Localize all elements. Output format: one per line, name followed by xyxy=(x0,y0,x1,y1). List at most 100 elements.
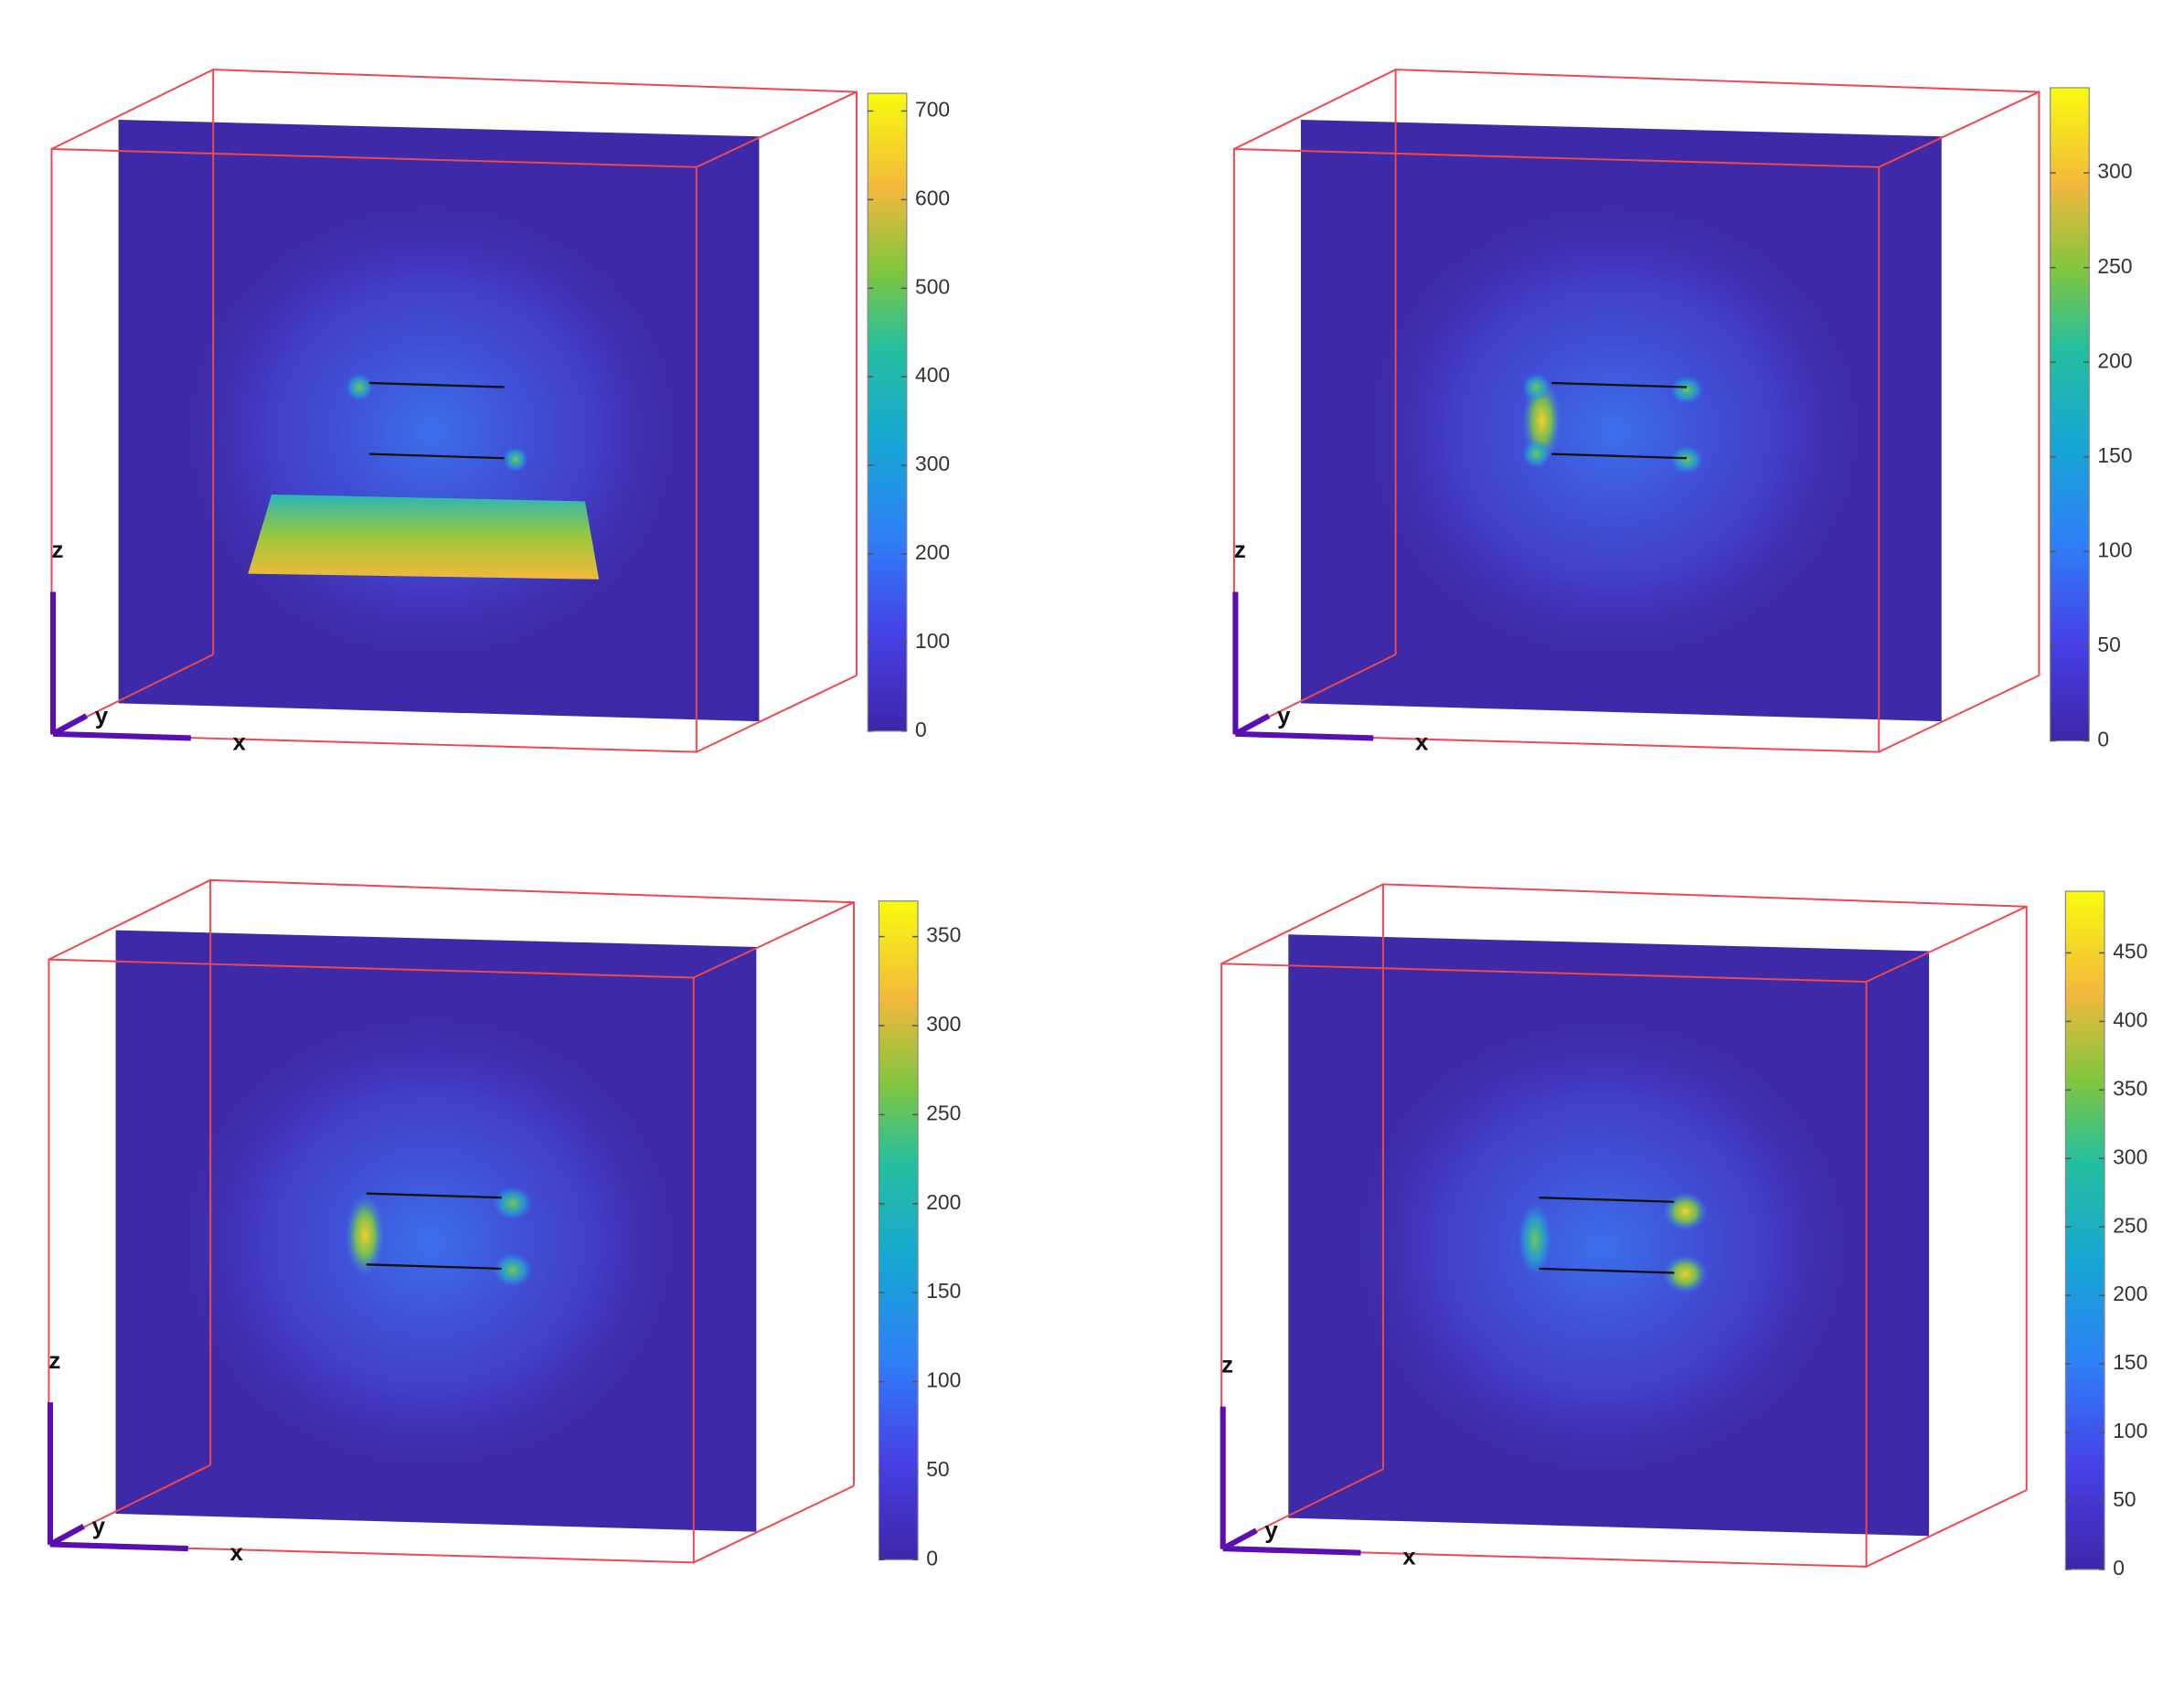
x-label: x xyxy=(229,1540,243,1566)
z-label: z xyxy=(1221,1352,1233,1378)
box-edge xyxy=(51,69,214,150)
axis-y xyxy=(48,1524,85,1548)
colorbar-tick-label: 0 xyxy=(915,718,927,741)
colorbar-tick-label: 600 xyxy=(915,186,950,209)
panel: z y x 0 50 100 150 200 250 300 350 xyxy=(47,878,961,1570)
box-edge xyxy=(696,674,858,753)
colorbar xyxy=(2050,87,2090,742)
y-label: y xyxy=(1277,703,1291,729)
field-hotspot xyxy=(503,447,528,473)
axis-x xyxy=(1222,1546,1361,1556)
box-back xyxy=(1394,69,2040,676)
field-glow xyxy=(1349,187,1880,676)
colorbar-tick-label: 200 xyxy=(926,1190,961,1214)
box-edge xyxy=(1220,883,1384,965)
field-glow xyxy=(164,998,694,1486)
axis-x xyxy=(1235,730,1374,741)
box-back xyxy=(209,878,855,1486)
field-hotspot xyxy=(493,1186,533,1220)
y-label: y xyxy=(92,1514,106,1539)
crack xyxy=(1539,1267,1675,1274)
crack xyxy=(366,1263,502,1271)
field-hotspot xyxy=(345,373,374,401)
z-label: z xyxy=(48,1348,60,1374)
box-edge xyxy=(693,901,855,979)
colorbar-tick-label: 0 xyxy=(926,1546,938,1570)
colorbar-tick-label: 150 xyxy=(926,1279,961,1303)
box-edge xyxy=(1878,90,2040,168)
colorbar-tick-label: 300 xyxy=(926,1012,961,1036)
panel: z y x 0 100 200 300 400 500 600 700 xyxy=(49,69,950,755)
field-glow xyxy=(1337,1002,1867,1491)
panel: z y x 0 50 100 150 200 250 300 xyxy=(1232,69,2133,755)
colorbar-tick-label: 150 xyxy=(2097,443,2132,467)
colorbar xyxy=(2064,890,2105,1570)
axis-x xyxy=(52,730,191,741)
colorbar-tick-label: 50 xyxy=(926,1457,949,1481)
crack xyxy=(366,1192,502,1199)
colorbar-tick-label: 350 xyxy=(926,923,961,947)
crack xyxy=(368,381,505,388)
colorbar-tick-label: 700 xyxy=(915,97,950,121)
field-hotspot xyxy=(1663,1192,1708,1231)
y-label: y xyxy=(1264,1518,1278,1544)
box-edge xyxy=(696,90,858,168)
colorbar-tick-label: 400 xyxy=(2113,1007,2147,1031)
colorbar-tick-label: 150 xyxy=(2113,1350,2147,1374)
x-label: x xyxy=(1415,729,1429,755)
crack xyxy=(368,452,505,460)
colorbar-tick-label: 500 xyxy=(915,274,950,298)
box-back xyxy=(1381,883,2028,1491)
crack xyxy=(1551,452,1688,460)
colorbar-tick-label: 0 xyxy=(2097,728,2109,751)
colorbar-tick-label: 300 xyxy=(2113,1144,2147,1168)
colorbar-tick-label: 50 xyxy=(2097,633,2120,656)
colorbar-tick-label: 100 xyxy=(926,1368,961,1392)
colorbar-tick-label: 100 xyxy=(915,629,950,653)
colorbar-tick-label: 0 xyxy=(2113,1556,2125,1580)
colorbar-tick-label: 50 xyxy=(2113,1487,2136,1511)
field-hotspot xyxy=(493,1253,533,1287)
colorbar xyxy=(878,900,919,1560)
colorbar-tick-label: 350 xyxy=(2113,1076,2147,1100)
axis-y xyxy=(1221,1527,1258,1551)
field-hotspot xyxy=(345,1193,385,1278)
colorbar-tick-label: 200 xyxy=(915,540,950,564)
field-hotspot xyxy=(1522,373,1550,401)
colorbar-tick-label: 250 xyxy=(2097,254,2132,278)
box-edge xyxy=(1866,1489,2028,1568)
x-label: x xyxy=(233,729,247,755)
box-edge xyxy=(693,1484,855,1564)
box-edge xyxy=(1233,69,1397,150)
colorbar-tick-label: 300 xyxy=(2097,159,2132,183)
field-hotspot xyxy=(1522,440,1550,468)
field-hotspot xyxy=(1669,376,1704,404)
crack xyxy=(1551,381,1688,388)
field-hotspot xyxy=(1518,1203,1552,1276)
axis-x xyxy=(49,1541,188,1552)
colorbar-tick-label: 200 xyxy=(2113,1282,2147,1305)
field-hotspot xyxy=(1663,1254,1708,1294)
box-edge xyxy=(1878,674,2040,753)
x-label: x xyxy=(1402,1545,1416,1570)
field-band xyxy=(248,494,600,580)
axis-y xyxy=(51,713,89,737)
box-back xyxy=(212,69,858,676)
field-hotspot xyxy=(1669,445,1704,474)
colorbar-tick-label: 250 xyxy=(2113,1213,2147,1237)
z-label: z xyxy=(1234,537,1246,563)
colorbar-tick-label: 250 xyxy=(926,1101,961,1124)
z-label: z xyxy=(51,537,63,563)
colorbar-tick-label: 100 xyxy=(2113,1419,2147,1442)
panel: z y x 0 50 100 150 200 250 300 350 400 450 xyxy=(1220,883,2147,1580)
field-glow xyxy=(166,187,697,676)
colorbar-tick-label: 100 xyxy=(2097,537,2132,561)
colorbar-tick-label: 400 xyxy=(915,363,950,387)
colorbar-tick-label: 450 xyxy=(2113,939,2147,963)
y-label: y xyxy=(95,703,109,729)
axis-y xyxy=(1233,713,1271,737)
crack xyxy=(1539,1197,1675,1203)
colorbar-tick-label: 200 xyxy=(2097,348,2132,372)
